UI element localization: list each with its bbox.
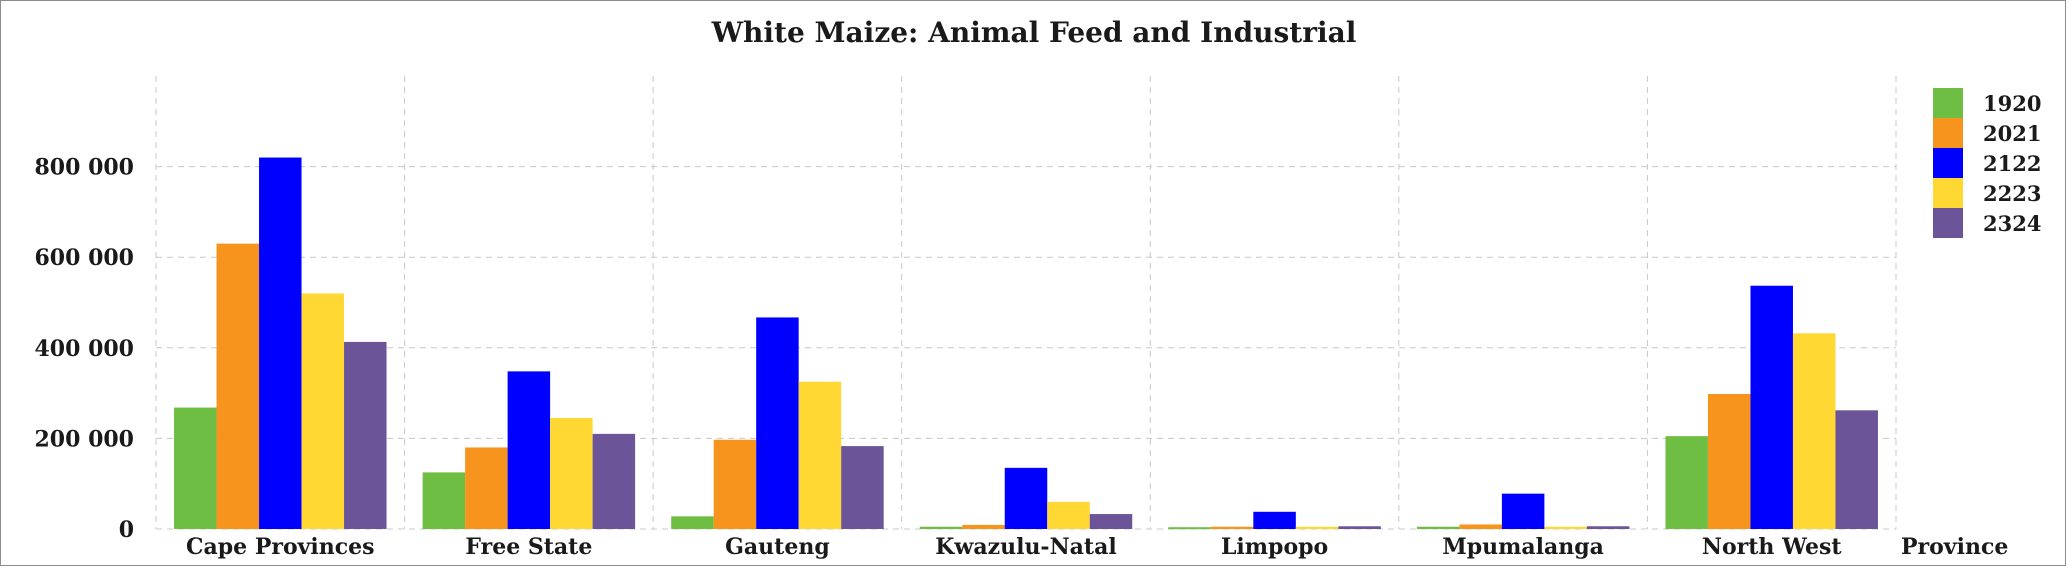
bar-2324 <box>1835 410 1878 529</box>
bar-2324 <box>344 341 387 529</box>
bar-1920 <box>422 472 466 530</box>
bar-1920 <box>174 407 217 529</box>
y-axis-ticks: 0 200 000 400 000 600 000 800 000 <box>34 155 134 543</box>
bar-2021 <box>1459 524 1502 529</box>
bar-2223 <box>1544 526 1587 529</box>
bars <box>174 157 1878 530</box>
bar-2021 <box>216 243 260 530</box>
bar-1920 <box>671 516 714 529</box>
grid-lines <box>155 76 1897 530</box>
x-tick-label: Gauteng <box>725 534 830 560</box>
bar-2324 <box>1586 526 1630 529</box>
bar-2122 <box>1501 493 1545 529</box>
bar-2122 <box>1750 285 1793 529</box>
bar-2223 <box>1295 526 1339 529</box>
bar-2223 <box>301 293 345 529</box>
bar-2122 <box>756 317 799 529</box>
bar-2324 <box>1338 526 1381 529</box>
bar-2021 <box>1707 394 1751 529</box>
legend-swatch <box>1933 178 1963 208</box>
bar-1920 <box>1665 436 1708 529</box>
x-tick-label: North West <box>1702 534 1842 560</box>
bar-2122 <box>1253 511 1296 529</box>
bar-2223 <box>798 381 842 529</box>
bar-2021 <box>713 439 757 529</box>
bar-2122 <box>1004 467 1048 529</box>
legend-swatch <box>1933 208 1963 238</box>
x-axis-ticks: Cape Provinces Free State Gauteng Kwazulu-N… <box>186 534 1842 560</box>
x-tick-label: Cape Provinces <box>186 534 375 560</box>
x-tick-label: Mpumalanga <box>1442 534 1604 560</box>
bar-2324 <box>841 446 884 529</box>
bar-1920 <box>1416 526 1460 529</box>
legend-swatch <box>1933 88 1963 118</box>
x-tick-label: Free State <box>465 534 592 560</box>
bar-2021 <box>465 447 508 529</box>
bar-2122 <box>259 157 302 530</box>
legend-label: 2122 <box>1983 151 2041 176</box>
bar-2223 <box>1047 501 1090 529</box>
legend-label: 2324 <box>1983 211 2041 236</box>
legend-label: 2021 <box>1983 121 2041 146</box>
legend-swatch <box>1933 118 1963 148</box>
legend-label: 2223 <box>1983 181 2041 206</box>
y-tick-label: 800 000 <box>34 155 134 181</box>
bar-2223 <box>550 418 593 529</box>
chart-title: White Maize: Animal Feed and Industrial <box>711 16 1357 49</box>
y-tick-label: 400 000 <box>34 336 134 362</box>
y-tick-label: 200 000 <box>34 426 134 452</box>
bar-1920 <box>1168 527 1211 530</box>
y-tick-label: 0 <box>119 517 134 543</box>
x-tick-label: Kwazulu-Natal <box>935 534 1116 560</box>
bar-2324 <box>1089 514 1133 529</box>
bar-2223 <box>1792 333 1836 529</box>
x-tick-label: Limpopo <box>1221 534 1328 560</box>
bar-2021 <box>1210 526 1254 529</box>
bar-2122 <box>507 371 551 529</box>
y-tick-label: 600 000 <box>34 245 134 271</box>
x-axis-label: Province <box>1901 534 2008 560</box>
legend: 1920 2021 2122 2223 2324 <box>1933 88 2041 238</box>
bar-2324 <box>592 433 636 529</box>
legend-swatch <box>1933 148 1963 178</box>
legend-label: 1920 <box>1983 91 2041 116</box>
bar-1920 <box>919 526 963 529</box>
bar-2021 <box>962 524 1005 529</box>
